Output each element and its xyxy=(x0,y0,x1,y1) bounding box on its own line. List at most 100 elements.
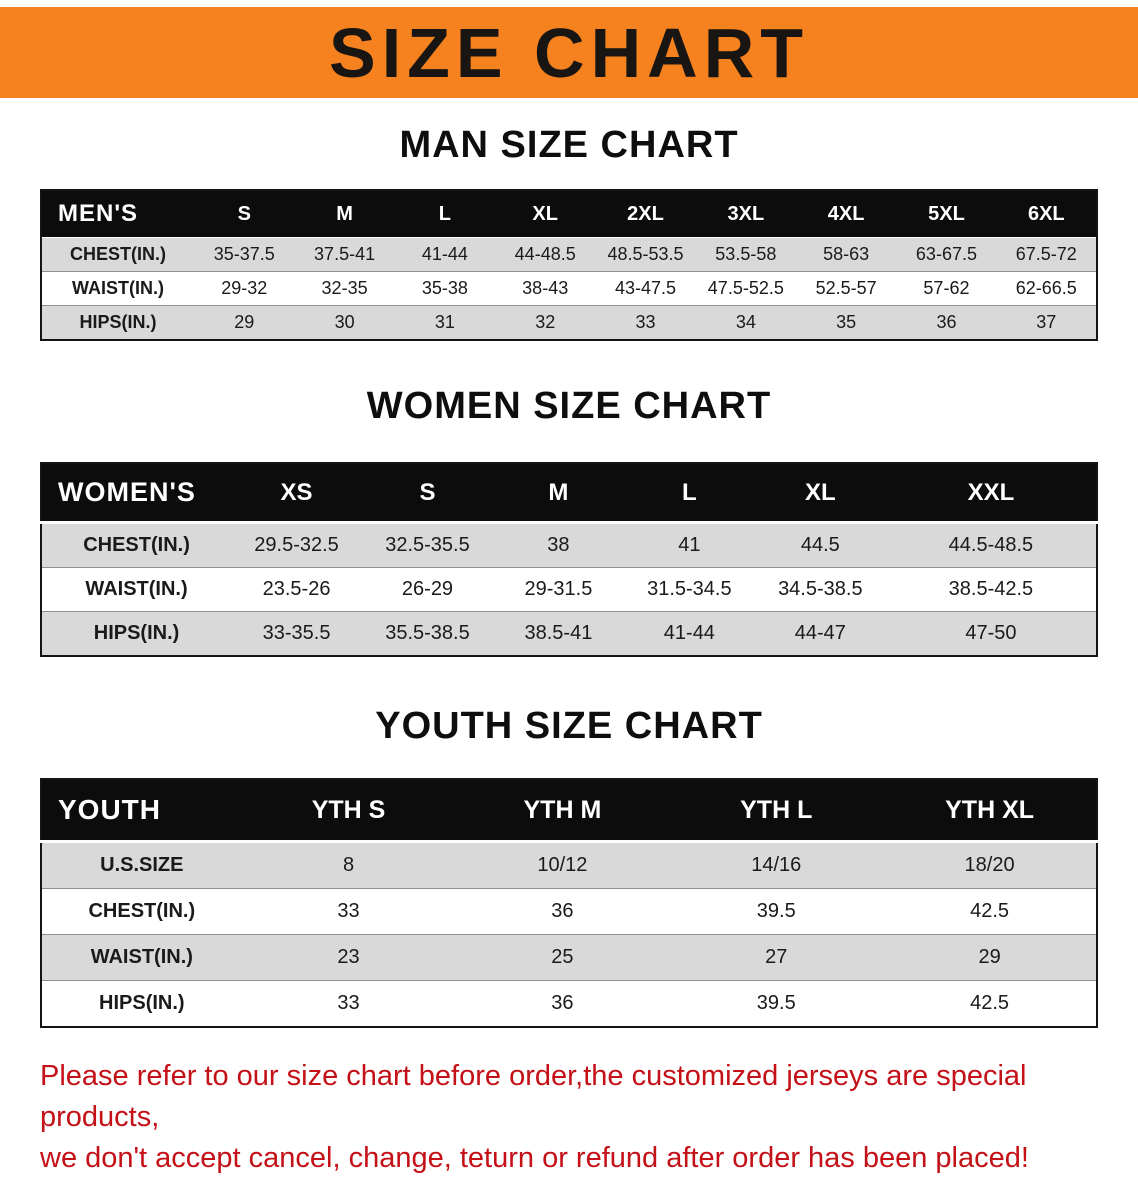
men-table-head: MEN'S S M L XL 2XL 3XL 4XL 5XL 6XL xyxy=(41,190,1097,238)
size-value-cell: 53.5-58 xyxy=(715,244,777,264)
size-value-cell: 32 xyxy=(535,312,556,332)
size-value-cell: 35-38 xyxy=(421,278,468,298)
size-value-cell: 41 xyxy=(678,534,701,556)
size-value-cell: 48.5-53.5 xyxy=(607,244,684,264)
size-value-cell: 33 xyxy=(635,312,656,332)
size-value-cell: 36 xyxy=(551,992,574,1014)
men-measurement-row: WAIST(IN.) 29-32 32-35 35-38 38-43 43-47.5 47.… xyxy=(41,271,1097,306)
women-size-column-header: S xyxy=(362,463,493,524)
size-value-cell: 41-44 xyxy=(421,244,468,264)
size-value-cell: 44.5 xyxy=(800,534,840,556)
size-value-cell: 41-44 xyxy=(663,622,715,644)
row-label: HIPS(IN.) xyxy=(79,312,157,332)
row-label: HIPS(IN.) xyxy=(93,622,180,644)
size-value-cell: 25 xyxy=(551,946,574,968)
youth-size-table: YOUTH YTH S YTH M YTH L YTH XL U.S.SIZE 8 10/12… xyxy=(40,778,1098,1028)
men-size-table: MEN'S S M L XL 2XL 3XL 4XL 5XL 6XL CHEST(IN.) 35-37… xyxy=(40,189,1098,341)
size-value-cell: 29-32 xyxy=(221,278,268,298)
row-label: WAIST(IN.) xyxy=(90,946,193,968)
size-value-cell: 42.5 xyxy=(970,992,1010,1014)
women-table-body: CHEST(IN.) 29.5-32.5 32.5-35.5 38 41 44.5 44.5… xyxy=(41,522,1097,656)
size-value-cell: 29.5-32.5 xyxy=(254,534,339,556)
size-value-cell: 36 xyxy=(551,900,574,922)
men-size-column-header: S xyxy=(194,190,295,238)
size-value-cell: 23 xyxy=(337,946,360,968)
row-label: CHEST(IN.) xyxy=(83,534,190,556)
size-value-cell: 35.5-38.5 xyxy=(385,622,470,644)
women-measurement-row: WAIST(IN.) 23.5-26 26-29 29-31.5 31.5-34.5 34… xyxy=(41,567,1097,612)
size-value-cell: 34 xyxy=(735,312,756,332)
size-value-cell: 30 xyxy=(334,312,355,332)
women-size-column-header: XL xyxy=(754,463,886,524)
men-size-column-header: 2XL xyxy=(595,190,696,238)
disclaimer-line-1: Please refer to our size chart before or… xyxy=(40,1060,1027,1134)
size-value-cell: 29 xyxy=(234,312,255,332)
men-size-column-header: 5XL xyxy=(896,190,997,238)
size-value-cell: 39.5 xyxy=(756,900,796,922)
size-value-cell: 62-66.5 xyxy=(1015,278,1077,298)
row-label: CHEST(IN.) xyxy=(88,900,196,922)
men-size-column-header: 3XL xyxy=(695,190,796,238)
youth-size-column-header: YTH XL xyxy=(883,779,1097,843)
men-header-row: MEN'S S M L XL 2XL 3XL 4XL 5XL 6XL xyxy=(41,190,1097,238)
size-value-cell: 42.5 xyxy=(970,900,1010,922)
size-value-cell: 47-50 xyxy=(965,622,1017,644)
women-header-row: WOMEN'S XS S M L XL XXL xyxy=(41,463,1097,524)
men-size-heading: MAN SIZE CHART xyxy=(399,124,739,166)
row-label: HIPS(IN.) xyxy=(99,992,185,1014)
size-value-cell: 38.5-41 xyxy=(524,622,593,644)
women-size-section: WOMEN SIZE CHART WOMEN'S XS S M L XL XXL CHEST(… xyxy=(40,385,1098,657)
men-size-column-header: M xyxy=(294,190,395,238)
size-value-cell: 57-62 xyxy=(923,278,970,298)
disclaimer-line-2: we don't accept cancel, change, teturn o… xyxy=(40,1142,1029,1175)
women-size-heading: WOMEN SIZE CHART xyxy=(366,385,772,427)
size-value-cell: 34.5-38.5 xyxy=(778,578,863,600)
size-value-cell: 32-35 xyxy=(321,278,368,298)
men-size-column-header: 4XL xyxy=(795,190,897,238)
size-value-cell: 31 xyxy=(434,312,455,332)
size-value-cell: 27 xyxy=(765,946,788,968)
women-table-title: WOMEN'S xyxy=(41,463,232,524)
size-value-cell: 43-47.5 xyxy=(614,278,677,298)
women-size-table: WOMEN'S XS S M L XL XXL CHEST(IN.) 29.5-32.5 32.5… xyxy=(40,462,1098,657)
size-value-cell: 37 xyxy=(1036,312,1057,332)
size-value-cell: 35 xyxy=(836,312,857,332)
row-label: CHEST(IN.) xyxy=(70,244,167,264)
size-value-cell: 14/16 xyxy=(751,854,802,876)
women-size-column-header: L xyxy=(623,463,755,524)
size-value-cell: 44-48.5 xyxy=(514,244,576,264)
youth-measurement-row: CHEST(IN.) 33 36 39.5 42.5 xyxy=(41,888,1097,935)
women-table-head: WOMEN'S XS S M L XL XXL xyxy=(41,463,1097,524)
men-size-column-header: XL xyxy=(495,190,596,238)
men-table-body: CHEST(IN.) 35-37.5 37.5-41 41-44 44-48.5 48.5… xyxy=(41,237,1097,340)
men-table-title: MEN'S xyxy=(41,190,195,238)
size-value-cell: 39.5 xyxy=(756,992,796,1014)
row-label: WAIST(IN.) xyxy=(85,578,188,600)
women-size-column-header: XS xyxy=(231,463,363,524)
size-value-cell: 67.5-72 xyxy=(1015,244,1077,264)
size-value-cell: 26-29 xyxy=(401,578,454,600)
youth-measurement-row: WAIST(IN.) 23 25 27 29 xyxy=(41,934,1097,981)
women-size-column-header: M xyxy=(492,463,624,524)
order-disclaimer: Please refer to our size chart before or… xyxy=(40,1056,1098,1180)
size-value-cell: 8 xyxy=(342,854,355,876)
youth-size-section: YOUTH SIZE CHART YOUTH YTH S YTH M YTH L YTH… xyxy=(40,705,1098,1028)
size-chart-page: SIZE CHART MAN SIZE CHART MEN'S S M L XL 2XL 3… xyxy=(0,7,1138,1180)
youth-size-heading: YOUTH SIZE CHART xyxy=(375,705,763,747)
size-value-cell: 33 xyxy=(337,992,360,1014)
women-measurement-row: HIPS(IN.) 33-35.5 35.5-38.5 38.5-41 41-44 44-… xyxy=(41,611,1097,656)
men-measurement-row: HIPS(IN.) 29 30 31 32 33 34 35 36 37 xyxy=(41,305,1097,340)
size-value-cell: 33 xyxy=(337,900,360,922)
size-value-cell: 10/12 xyxy=(537,854,588,876)
size-chart-content: MAN SIZE CHART MEN'S S M L XL 2XL 3XL 4XL 5XL 6XL… xyxy=(0,124,1138,1028)
men-measurement-row: CHEST(IN.) 35-37.5 37.5-41 41-44 44-48.5 48.5… xyxy=(41,237,1097,272)
women-measurement-row: CHEST(IN.) 29.5-32.5 32.5-35.5 38 41 44.5 44.5… xyxy=(41,522,1097,568)
men-size-column-header: L xyxy=(394,190,496,238)
size-value-cell: 31.5-34.5 xyxy=(647,578,732,600)
size-value-cell: 18/20 xyxy=(964,854,1015,876)
size-value-cell: 23.5-26 xyxy=(262,578,331,600)
size-value-cell: 58-63 xyxy=(823,244,870,264)
row-label: U.S.SIZE xyxy=(100,854,184,876)
youth-size-column-header: YTH S xyxy=(241,779,456,843)
youth-table-body: U.S.SIZE 8 10/12 14/16 18/20 CHEST(IN.) 33 36 39… xyxy=(41,841,1097,1027)
